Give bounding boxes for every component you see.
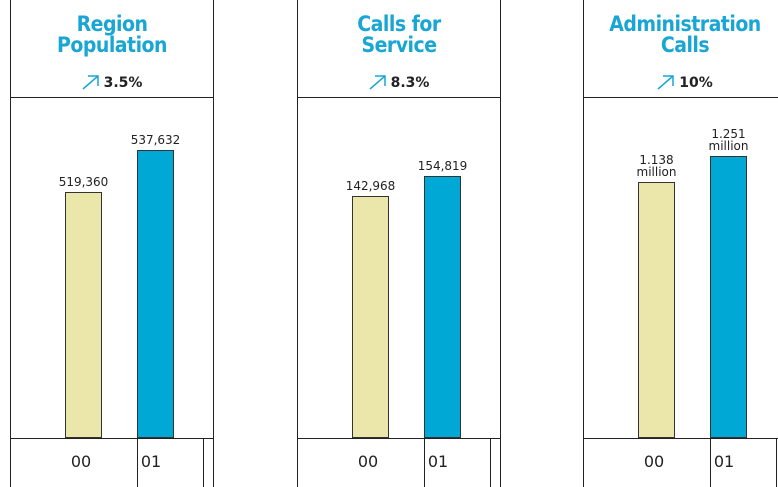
chart-title: Administration Calls [609,12,761,57]
bar [424,176,461,438]
bar [137,150,174,438]
up-arrow [657,75,674,90]
value-label: 142,968 [345,179,396,194]
value-label: 519,360 [58,174,109,189]
chart-panel: Administration Calls 10% 1.138 million 00 1.… [583,0,778,487]
x-tick-label: 01 [140,452,162,471]
header: Administration Calls 10% [584,0,778,98]
x-tick-label: 00 [643,452,665,471]
value-label: 1.251 million [708,127,749,154]
header: Region Population 3.5% [11,0,213,98]
change-value: 3.5% [103,75,143,91]
footer [584,438,778,487]
divider [137,438,138,487]
change-value: 10% [679,75,713,91]
x-tick-label: 00 [357,452,379,471]
x-tick-label: 01 [427,452,449,471]
divider [203,438,204,487]
chart-panel: Region Population 3.5% 519,360 00 537,632 01 [10,0,214,487]
divider [710,438,711,487]
value-label: 537,632 [130,133,181,148]
x-tick-label: 01 [713,452,735,471]
change: 10% [584,74,778,91]
bar [352,196,389,438]
bar [65,191,102,438]
change: 3.5% [11,74,213,91]
change: 8.3% [298,74,500,91]
footer [298,438,500,487]
header: Calls for Service 8.3% [298,0,500,98]
value-label: 154,819 [417,159,468,174]
value-label: 1.138 million [636,152,677,179]
up-arrow [369,75,386,90]
chart-title: Region Population [57,12,167,57]
up-arrow [82,75,99,90]
x-tick-label: 00 [70,452,92,471]
bar [638,181,675,438]
divider [776,438,777,487]
bar [710,156,747,438]
divider [424,438,425,487]
footer [11,438,213,487]
divider [490,438,491,487]
chart-title: Calls for Service [357,12,441,57]
change-value: 8.3% [390,75,430,91]
chart-panel: Calls for Service 8.3% 142,968 00 154,819 01 [297,0,501,487]
